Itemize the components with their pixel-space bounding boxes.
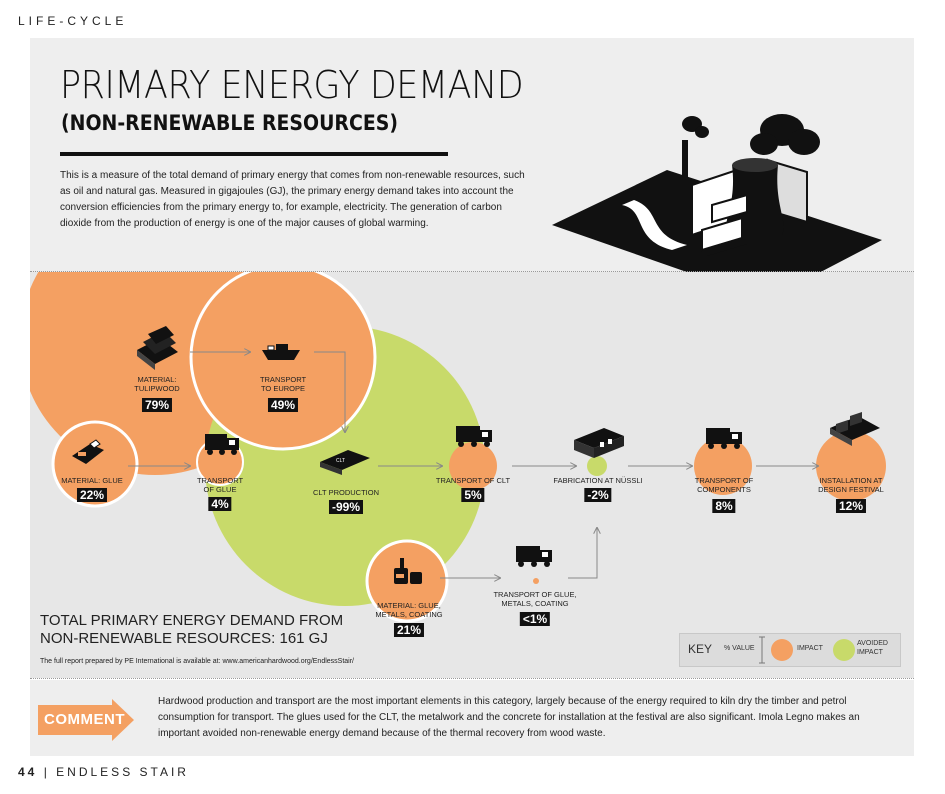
fabrication-label: FABRICATION AT NÜSSLI (553, 476, 643, 485)
legend-impact-swatch (771, 639, 793, 661)
glue-value: 22% (76, 488, 108, 502)
total-label: NON-RENEWABLE RESOURCES: (40, 630, 276, 647)
page-footer: 44 | ENDLESS STAIR (18, 765, 189, 779)
transport-glue-value: 4% (208, 497, 232, 511)
legend-value-label: % VALUE (724, 645, 755, 652)
tulipwood-value: 79% (141, 398, 173, 412)
legend-title: KEY (688, 642, 713, 656)
factory-building-icon (574, 428, 624, 458)
footer-separator: | (43, 765, 50, 779)
tulipwood-label: MATERIAL: TULIPWOOD (134, 375, 180, 393)
truck-icon-glue-metals (516, 546, 552, 567)
glue-circle (51, 420, 139, 508)
transport-clt-value: 5% (461, 488, 485, 502)
total-line-1: TOTAL PRIMARY ENERGY DEMAND FROM (40, 612, 344, 629)
comment-text: Hardwood production and transport are th… (158, 696, 860, 739)
stair-installation-icon (830, 412, 880, 446)
legend-avoided-label: AVOIDED IMPACT (857, 640, 888, 656)
clt-production-label: CLT PRODUCTION (313, 488, 379, 497)
glue-label: MATERIAL: GLUE (61, 476, 123, 485)
title-rule (60, 152, 448, 156)
transport-components-value: 8% (712, 499, 736, 513)
fabrication-circle (587, 456, 607, 476)
section-label: LIFE-CYCLE (18, 14, 128, 28)
fabrication-value: -2% (584, 488, 612, 502)
legend-avoided-swatch (833, 639, 855, 661)
truck-icon-components (706, 428, 742, 449)
total-line-2: NON-RENEWABLE RESOURCES: 161 GJ (40, 630, 328, 647)
installation-circle (816, 431, 886, 501)
total-value: 161 GJ (279, 630, 328, 647)
materials-cans-icon (394, 558, 422, 584)
intro-paragraph: This is a measure of the total demand of… (60, 170, 525, 229)
page-number: 44 (18, 765, 38, 779)
clt-production-value: -99% (328, 500, 364, 514)
transport-glue-metals-circle (533, 578, 539, 584)
transport-glue-metals-value: <1% (519, 612, 551, 626)
truck-icon-clt (456, 426, 492, 447)
transport-europe-value: 49% (267, 398, 299, 412)
bottom-divider (30, 678, 914, 679)
glue-bottle-icon (72, 439, 104, 464)
arrow-ship-to-clt (314, 351, 345, 432)
comment-label: COMMENT (44, 711, 125, 728)
comment-panel (30, 680, 914, 756)
page-title: PRIMARY ENERGY DEMAND (60, 63, 524, 107)
arrow-transport-to-fabrication-up (568, 528, 597, 579)
installation-label: INSTALLATION AT DESIGN FESTIVAL (818, 476, 884, 494)
legend-impact-label: IMPACT (797, 645, 823, 652)
clt-panel-icon: CLT (320, 450, 370, 475)
transport-europe-label: TRANSPORT TO EUROPE (259, 375, 307, 393)
installation-value: 12% (835, 499, 867, 513)
transport-glue-label: TRANSPORT OF GLUE (196, 476, 244, 494)
glue-metals-label: MATERIAL: GLUE, METALS, COATING (375, 601, 443, 619)
top-divider (30, 271, 914, 272)
transport-components-circle (694, 437, 752, 495)
transport-clt-label: TRANSPORT OF CLT (435, 476, 511, 485)
legend-scale-icon (759, 636, 765, 664)
comment-arrow-icon (38, 699, 134, 741)
page-subtitle: (NON-RENEWABLE RESOURCES) (61, 111, 399, 135)
lumber-stack-icon (137, 326, 178, 370)
power-plant-illustration (552, 114, 882, 300)
transport-clt-circle (449, 442, 497, 490)
truck-icon-glue (205, 434, 239, 455)
footer-title: ENDLESS STAIR (56, 765, 189, 779)
transport-glue-metals-label: TRANSPORT OF GLUE, METALS, COATING (493, 590, 577, 608)
glue-metals-value: 21% (393, 623, 425, 637)
ship-icon (262, 344, 300, 360)
transport-components-label: TRANSPORT OF COMPONENTS (694, 476, 754, 494)
svg-text:CLT: CLT (336, 458, 345, 464)
transport-europe-circle (189, 272, 377, 451)
full-report-note: The full report prepared by PE Internati… (40, 658, 354, 665)
